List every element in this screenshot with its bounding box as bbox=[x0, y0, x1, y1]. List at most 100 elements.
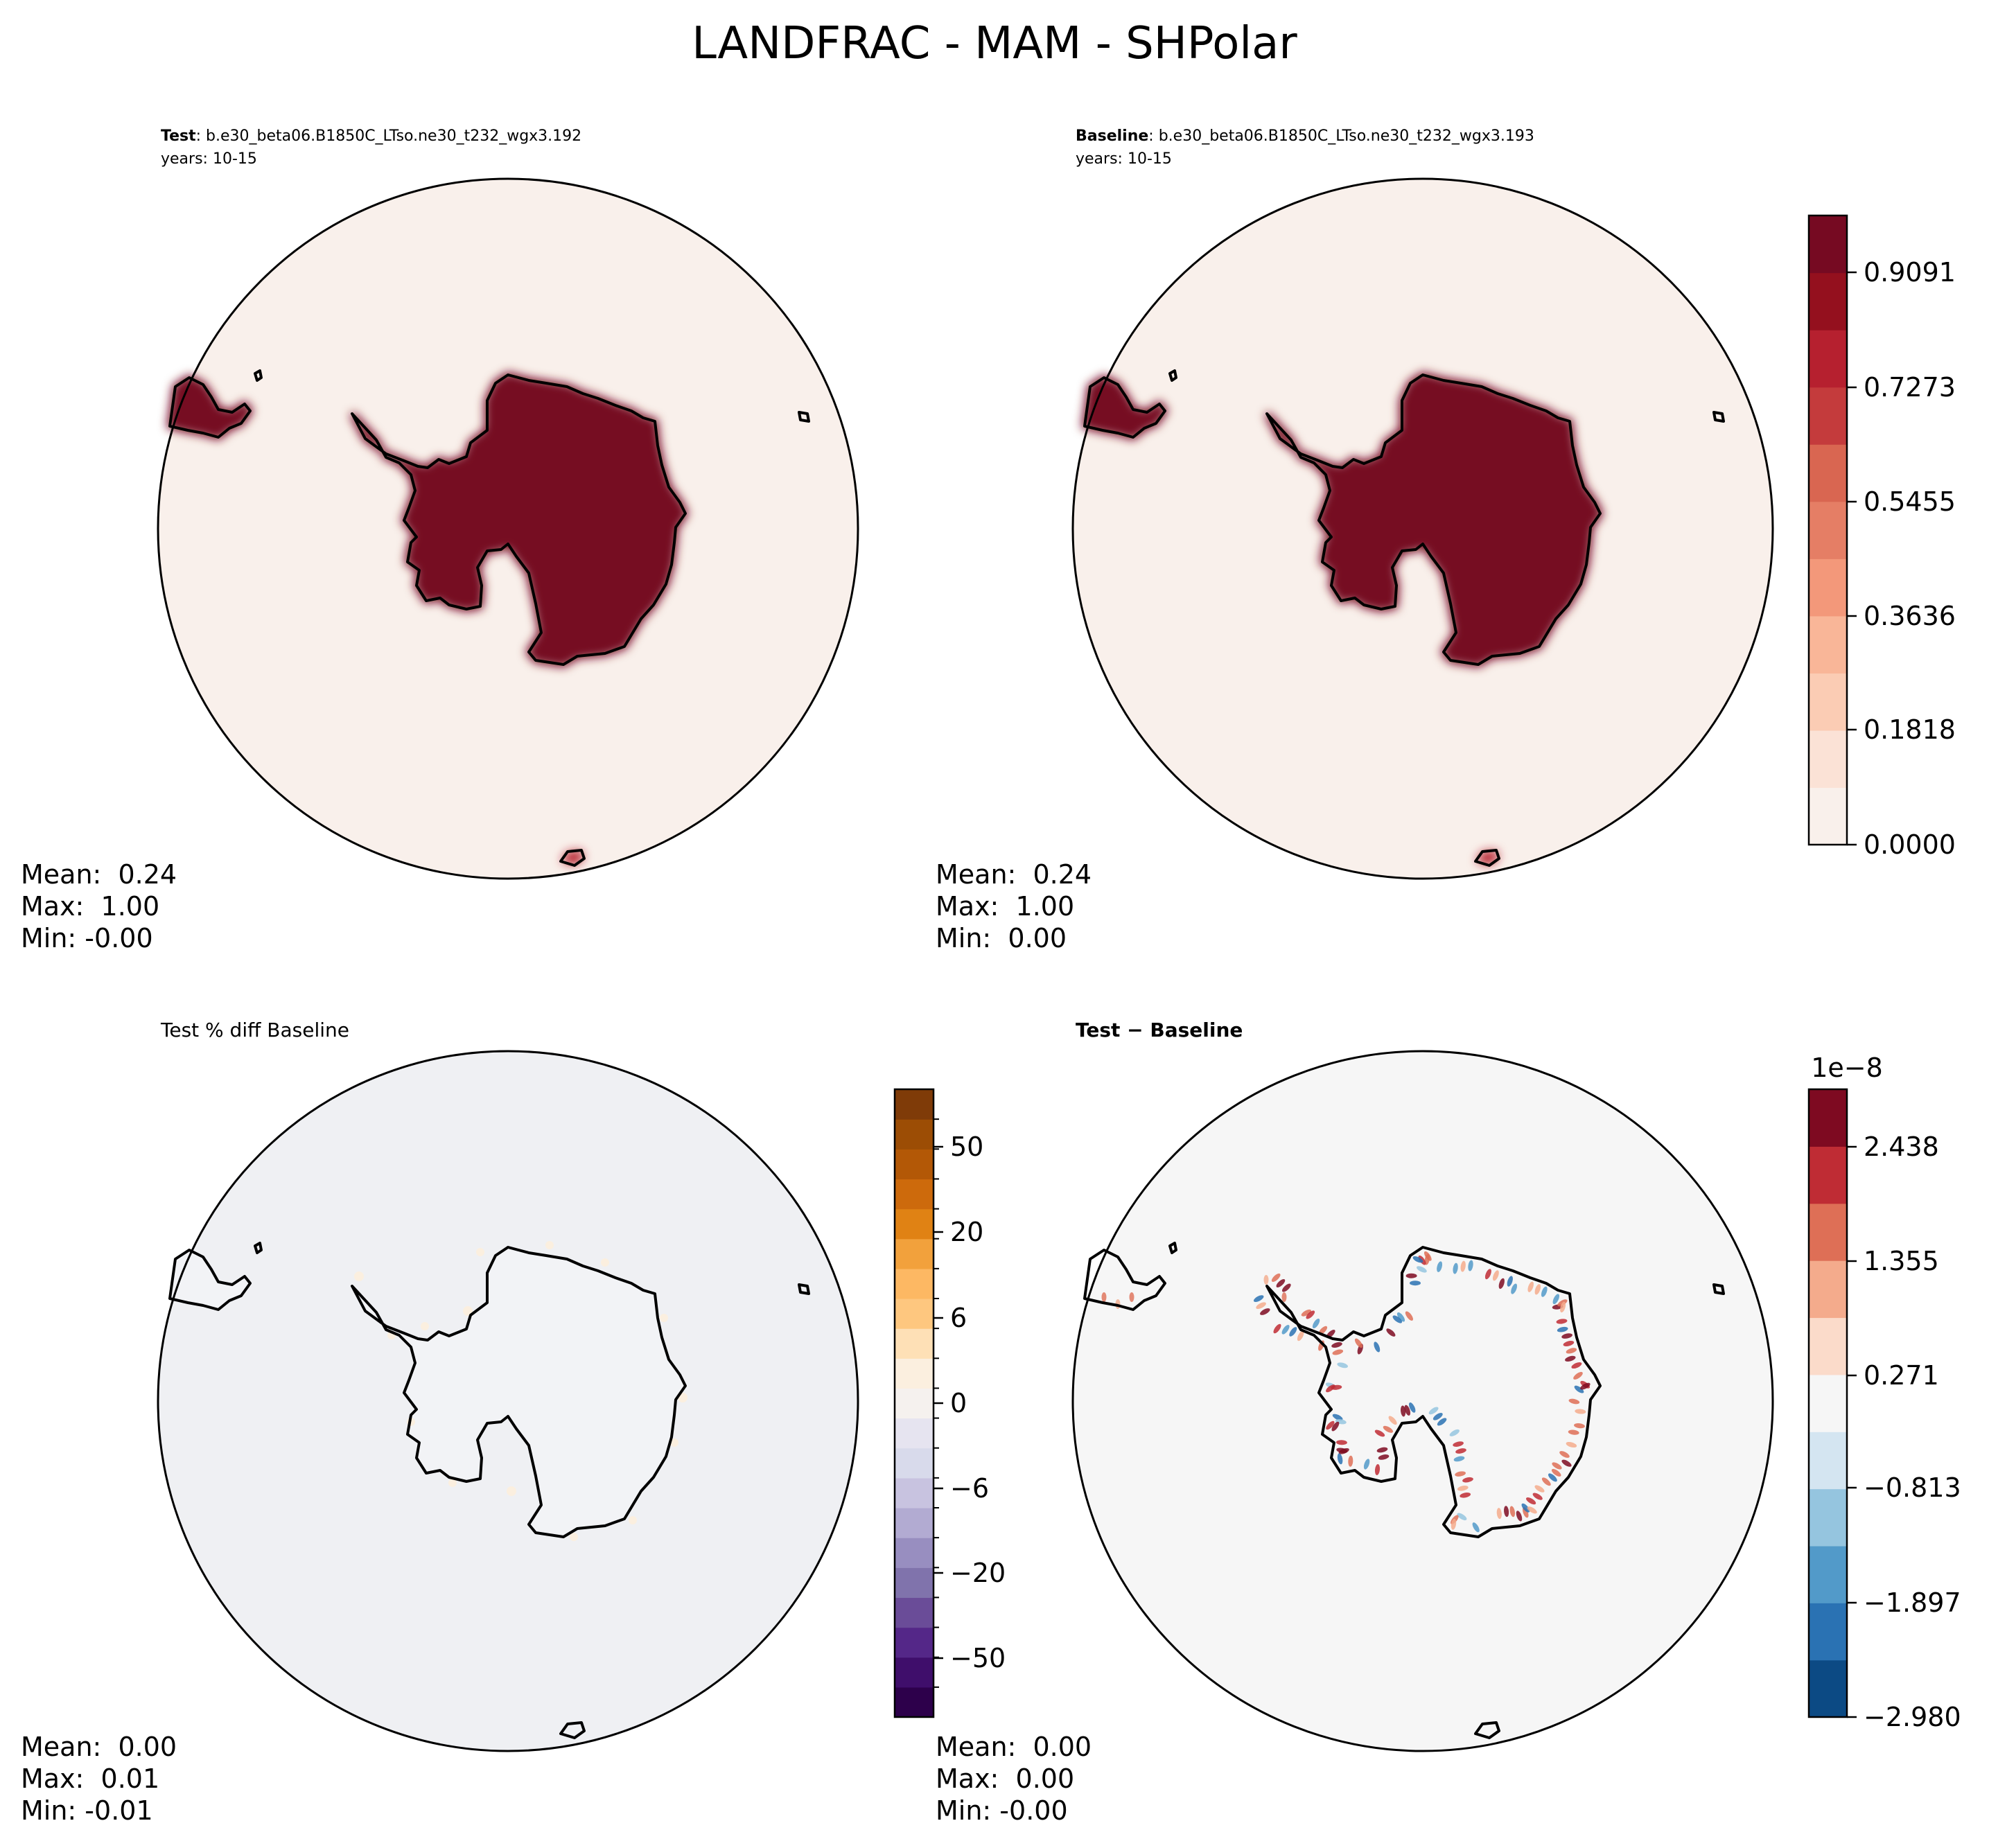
diff-speckle bbox=[1575, 1409, 1586, 1414]
stat-max: Max: 0.00 bbox=[936, 1763, 1074, 1794]
panel-abs-diff: Test − Baseline Mean: 0.00 Max: 0.00 Min… bbox=[936, 1019, 1961, 1826]
colorbar-tick-label: −2.980 bbox=[1864, 1702, 1961, 1732]
diff-speckle bbox=[1455, 1471, 1466, 1477]
diff-speckle bbox=[1301, 1309, 1312, 1317]
diff-speckle bbox=[1408, 1402, 1416, 1413]
diff-speckle bbox=[1571, 1362, 1582, 1369]
map-south-polar bbox=[1071, 1050, 1774, 1752]
diff-speckle bbox=[1378, 1454, 1390, 1460]
colorbar-swatch bbox=[1809, 1317, 1847, 1375]
diff-speckle bbox=[1363, 1459, 1370, 1470]
colorbar-swatch bbox=[895, 1089, 934, 1120]
colorbar-abs-diff: 2.438 1.355 0.271 −0.813 −1.897 −2.980 1e−8 bbox=[1807, 1053, 1961, 1732]
diff-speckle bbox=[1521, 1503, 1530, 1513]
colorbar-tick-label: −6 bbox=[950, 1473, 989, 1504]
diff-speckle bbox=[1504, 1506, 1509, 1517]
colorbar-swatch bbox=[895, 1328, 934, 1359]
diff-speckle bbox=[1256, 1302, 1266, 1310]
colorbar-swatch bbox=[895, 1447, 934, 1479]
colorbar-swatch bbox=[895, 1238, 934, 1269]
colorbar-tick-label: 20 bbox=[950, 1217, 983, 1247]
panel-subtitle: years: 10-15 bbox=[1076, 150, 1172, 168]
diff-speckle bbox=[1338, 1447, 1349, 1454]
colorbar-swatch bbox=[895, 1538, 934, 1568]
diff-speckle bbox=[1129, 1292, 1134, 1302]
stat-mean: Mean: 0.00 bbox=[936, 1732, 1092, 1762]
diff-speckle bbox=[1374, 1464, 1381, 1475]
diff-speckle bbox=[1580, 1382, 1591, 1390]
diff-speckle bbox=[1263, 1275, 1269, 1285]
diff-speckle bbox=[1568, 1429, 1579, 1435]
diff-speckle bbox=[1374, 1429, 1385, 1437]
diff-speckle bbox=[1388, 1416, 1397, 1425]
diff-speckle bbox=[1534, 1485, 1545, 1493]
diff-speckle bbox=[1541, 1286, 1548, 1297]
diff-speckle bbox=[1551, 1468, 1561, 1477]
diff-speckle bbox=[1511, 1283, 1518, 1294]
diff-speckle bbox=[1457, 1513, 1467, 1521]
diff-speckle bbox=[1101, 1292, 1107, 1302]
diff-speckle bbox=[1453, 1441, 1464, 1447]
colorbar-swatch bbox=[1809, 730, 1847, 789]
panel-title: Baseline: b.e30_beta06.B1850C_LTso.ne30_… bbox=[1076, 127, 1534, 145]
diff-speckle bbox=[1253, 1295, 1264, 1302]
colorbar-landfrac: 0.9091 0.7273 0.5455 0.3636 0.1818 0.0000 bbox=[1807, 214, 1956, 860]
stat-min: Min: -0.00 bbox=[21, 923, 153, 953]
figure-title: LANDFRAC - MAM - SHPolar bbox=[692, 18, 1297, 69]
stat-max: Max: 1.00 bbox=[21, 891, 159, 922]
colorbar-tick-label: 0.9091 bbox=[1864, 257, 1956, 288]
colorbar-offset-label: 1e−8 bbox=[1811, 1053, 1883, 1083]
colorbar-swatch bbox=[1809, 1374, 1847, 1432]
colorbar-swatch bbox=[895, 1149, 934, 1180]
colorbar-tick-label: −20 bbox=[950, 1558, 1006, 1588]
stat-mean: Mean: 0.24 bbox=[21, 859, 177, 890]
diff-speckle bbox=[1331, 1342, 1342, 1348]
diff-speckle bbox=[1557, 1326, 1568, 1332]
diff-speckle bbox=[1527, 1281, 1534, 1292]
colorbar-tick-label: 0.271 bbox=[1864, 1360, 1939, 1391]
colorbar-frame bbox=[1807, 214, 1848, 846]
diff-speckle bbox=[1331, 1421, 1340, 1432]
colorbar-swatch bbox=[895, 1657, 934, 1688]
map-south-polar bbox=[1071, 177, 1774, 880]
colorbar-swatch bbox=[1809, 558, 1847, 617]
panel-baseline: Baseline: b.e30_beta06.B1850C_LTso.ne30_… bbox=[936, 127, 1956, 953]
colorbar-tick-label: 0.3636 bbox=[1864, 601, 1956, 631]
colorbar-swatch bbox=[1809, 1260, 1847, 1319]
diff-speckle bbox=[1460, 1260, 1466, 1272]
colorbar-swatch bbox=[1809, 501, 1847, 559]
colorbar-swatch bbox=[1809, 1488, 1847, 1547]
diff-speckle bbox=[1412, 1256, 1423, 1263]
stat-mean: Mean: 0.24 bbox=[936, 859, 1092, 890]
diff-speckle bbox=[1573, 1371, 1583, 1380]
diff-speckle bbox=[1326, 1420, 1335, 1430]
diff-speckle bbox=[1484, 1269, 1491, 1280]
stat-min: Min: -0.00 bbox=[936, 1795, 1068, 1826]
diff-speckle bbox=[1449, 1429, 1460, 1436]
colorbar-swatch bbox=[895, 1567, 934, 1599]
diff-speckle bbox=[1498, 1278, 1505, 1290]
diff-speckle bbox=[1332, 1349, 1344, 1355]
diff-speckle bbox=[1297, 1330, 1304, 1341]
diff-speckle bbox=[1451, 1518, 1457, 1530]
panel-title-case: : b.e30_beta06.B1850C_LTso.ne30_t232_wgx… bbox=[196, 127, 582, 145]
diff-speckle bbox=[1509, 1506, 1516, 1517]
diff-speckle bbox=[1526, 1497, 1536, 1505]
diff-speckle bbox=[1534, 1284, 1541, 1295]
ocean-fill bbox=[1073, 1051, 1773, 1751]
diff-speckle bbox=[1432, 1412, 1443, 1420]
colorbar-pct-diff: 50 20 6 0 −6 −20 −50 bbox=[893, 1088, 1006, 1718]
panel-title: Test: b.e30_beta06.B1850C_LTso.ne30_t232… bbox=[161, 127, 581, 145]
colorbar-swatch bbox=[895, 1119, 934, 1150]
diff-speckle bbox=[1326, 1384, 1335, 1393]
colorbar-swatch bbox=[895, 1687, 934, 1718]
diff-speckle bbox=[1565, 1355, 1576, 1362]
diff-speckle bbox=[1552, 1294, 1560, 1305]
colorbar-swatch bbox=[1809, 1203, 1847, 1261]
coast-speckles bbox=[1101, 1251, 1591, 1533]
diff-speckle bbox=[1492, 1270, 1499, 1281]
colorbar-swatch bbox=[1809, 1603, 1847, 1661]
diff-speckle bbox=[1516, 1511, 1523, 1522]
diff-speckle bbox=[1566, 1441, 1577, 1448]
diff-speckle bbox=[1281, 1292, 1287, 1302]
